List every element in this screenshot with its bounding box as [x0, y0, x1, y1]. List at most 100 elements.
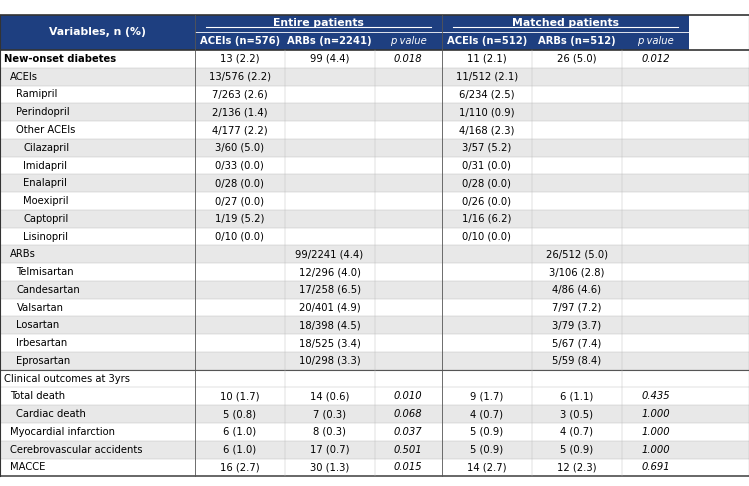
- Text: 0/10 (0.0): 0/10 (0.0): [215, 231, 264, 242]
- Text: 4 (0.7): 4 (0.7): [560, 427, 593, 437]
- Text: 0.435: 0.435: [641, 391, 670, 401]
- Text: 17/258 (6.5): 17/258 (6.5): [299, 285, 360, 295]
- Text: 5 (0.9): 5 (0.9): [560, 445, 593, 454]
- Bar: [442, 15, 689, 33]
- Text: 0/10 (0.0): 0/10 (0.0): [462, 231, 512, 242]
- Bar: [374, 33, 442, 50]
- Text: Enalapril: Enalapril: [23, 178, 67, 188]
- Text: p value: p value: [637, 36, 674, 46]
- Text: 1/110 (0.9): 1/110 (0.9): [459, 107, 515, 117]
- Bar: [0, 15, 195, 50]
- Text: 0/28 (0.0): 0/28 (0.0): [462, 178, 512, 188]
- Text: 7 (0.3): 7 (0.3): [313, 409, 346, 419]
- Text: Losartan: Losartan: [16, 320, 60, 330]
- Text: Eprosartan: Eprosartan: [16, 356, 70, 366]
- Bar: [0, 299, 749, 316]
- Text: 0/31 (0.0): 0/31 (0.0): [462, 160, 512, 171]
- Text: Candesartan: Candesartan: [16, 285, 80, 295]
- Text: 4/177 (2.2): 4/177 (2.2): [212, 125, 267, 135]
- Text: Telmisartan: Telmisartan: [16, 267, 74, 277]
- Text: 5 (0.8): 5 (0.8): [223, 409, 256, 419]
- Text: 8 (0.3): 8 (0.3): [313, 427, 346, 437]
- Text: 10 (1.7): 10 (1.7): [220, 391, 259, 401]
- Bar: [0, 68, 749, 86]
- Text: 0.015: 0.015: [394, 462, 422, 472]
- Text: 1.000: 1.000: [641, 409, 670, 419]
- Text: 0.018: 0.018: [394, 54, 422, 64]
- Text: 3/60 (5.0): 3/60 (5.0): [215, 143, 264, 153]
- Text: 10/298 (3.3): 10/298 (3.3): [299, 356, 360, 366]
- Bar: [0, 441, 749, 458]
- Text: Matched patients: Matched patients: [512, 18, 619, 29]
- Text: 0/27 (0.0): 0/27 (0.0): [215, 196, 264, 206]
- Text: 14 (0.6): 14 (0.6): [310, 391, 349, 401]
- Text: 2/136 (1.4): 2/136 (1.4): [212, 107, 267, 117]
- Text: 20/401 (4.9): 20/401 (4.9): [299, 303, 360, 312]
- Text: Lisinopril: Lisinopril: [23, 231, 68, 242]
- Bar: [195, 33, 285, 50]
- Bar: [0, 352, 749, 370]
- Bar: [0, 104, 749, 121]
- Bar: [285, 33, 374, 50]
- Text: 99/2241 (4.4): 99/2241 (4.4): [296, 249, 363, 260]
- Bar: [0, 316, 749, 334]
- Text: New-onset diabetes: New-onset diabetes: [4, 54, 116, 64]
- Text: 0.068: 0.068: [394, 409, 422, 419]
- Bar: [0, 192, 749, 210]
- Text: 1.000: 1.000: [641, 445, 670, 454]
- Bar: [0, 263, 749, 281]
- Text: 18/525 (3.4): 18/525 (3.4): [299, 338, 360, 348]
- Text: 4/168 (2.3): 4/168 (2.3): [459, 125, 515, 135]
- Text: Clinical outcomes at 3yrs: Clinical outcomes at 3yrs: [4, 374, 130, 383]
- Text: ARBs (n=512): ARBs (n=512): [538, 36, 616, 46]
- Text: 7/97 (7.2): 7/97 (7.2): [552, 303, 601, 312]
- Bar: [0, 121, 749, 139]
- Text: 0.691: 0.691: [641, 462, 670, 472]
- Text: Total death: Total death: [10, 391, 65, 401]
- Text: Ramipril: Ramipril: [16, 89, 58, 100]
- Text: Irbesartan: Irbesartan: [16, 338, 67, 348]
- Bar: [0, 139, 749, 156]
- Text: 3/79 (3.7): 3/79 (3.7): [552, 320, 601, 330]
- Text: Variables, n (%): Variables, n (%): [49, 27, 146, 37]
- Bar: [0, 210, 749, 227]
- Text: Other ACEIs: Other ACEIs: [16, 125, 76, 135]
- Bar: [0, 423, 749, 441]
- Text: Myocardial infarction: Myocardial infarction: [10, 427, 115, 437]
- Text: ARBs (n=2241): ARBs (n=2241): [288, 36, 372, 46]
- Text: 1.000: 1.000: [641, 427, 670, 437]
- Text: Cilazapril: Cilazapril: [23, 143, 70, 153]
- Text: ARBs: ARBs: [10, 249, 36, 260]
- Bar: [0, 370, 749, 387]
- Text: 18/398 (4.5): 18/398 (4.5): [299, 320, 360, 330]
- Text: Moexipril: Moexipril: [23, 196, 69, 206]
- Bar: [0, 86, 749, 104]
- Text: 6 (1.0): 6 (1.0): [223, 445, 256, 454]
- Text: 16 (2.7): 16 (2.7): [220, 462, 259, 472]
- Text: 30 (1.3): 30 (1.3): [310, 462, 349, 472]
- Text: 12 (2.3): 12 (2.3): [557, 462, 596, 472]
- Text: 6 (1.0): 6 (1.0): [223, 427, 256, 437]
- Text: 12/296 (4.0): 12/296 (4.0): [299, 267, 360, 277]
- Text: 17 (0.7): 17 (0.7): [310, 445, 349, 454]
- Text: 0.501: 0.501: [394, 445, 422, 454]
- Text: 9 (1.7): 9 (1.7): [470, 391, 503, 401]
- Text: 3 (0.5): 3 (0.5): [560, 409, 593, 419]
- Text: 5/67 (7.4): 5/67 (7.4): [552, 338, 601, 348]
- Bar: [0, 174, 749, 192]
- Text: 1/19 (5.2): 1/19 (5.2): [215, 214, 264, 224]
- Bar: [195, 15, 442, 33]
- Text: 4/86 (4.6): 4/86 (4.6): [552, 285, 601, 295]
- Text: MACCE: MACCE: [10, 462, 45, 472]
- Text: Cerebrovascular accidents: Cerebrovascular accidents: [10, 445, 142, 454]
- Text: 0.037: 0.037: [394, 427, 422, 437]
- Bar: [622, 33, 689, 50]
- Text: 11 (2.1): 11 (2.1): [467, 54, 506, 64]
- Text: Captopril: Captopril: [23, 214, 68, 224]
- Text: ACEIs (n=576): ACEIs (n=576): [200, 36, 279, 46]
- Text: 1/16 (6.2): 1/16 (6.2): [462, 214, 512, 224]
- Text: 0/26 (0.0): 0/26 (0.0): [462, 196, 512, 206]
- Text: 5 (0.9): 5 (0.9): [470, 445, 503, 454]
- Bar: [0, 50, 749, 68]
- Text: ACEIs (n=512): ACEIs (n=512): [446, 36, 527, 46]
